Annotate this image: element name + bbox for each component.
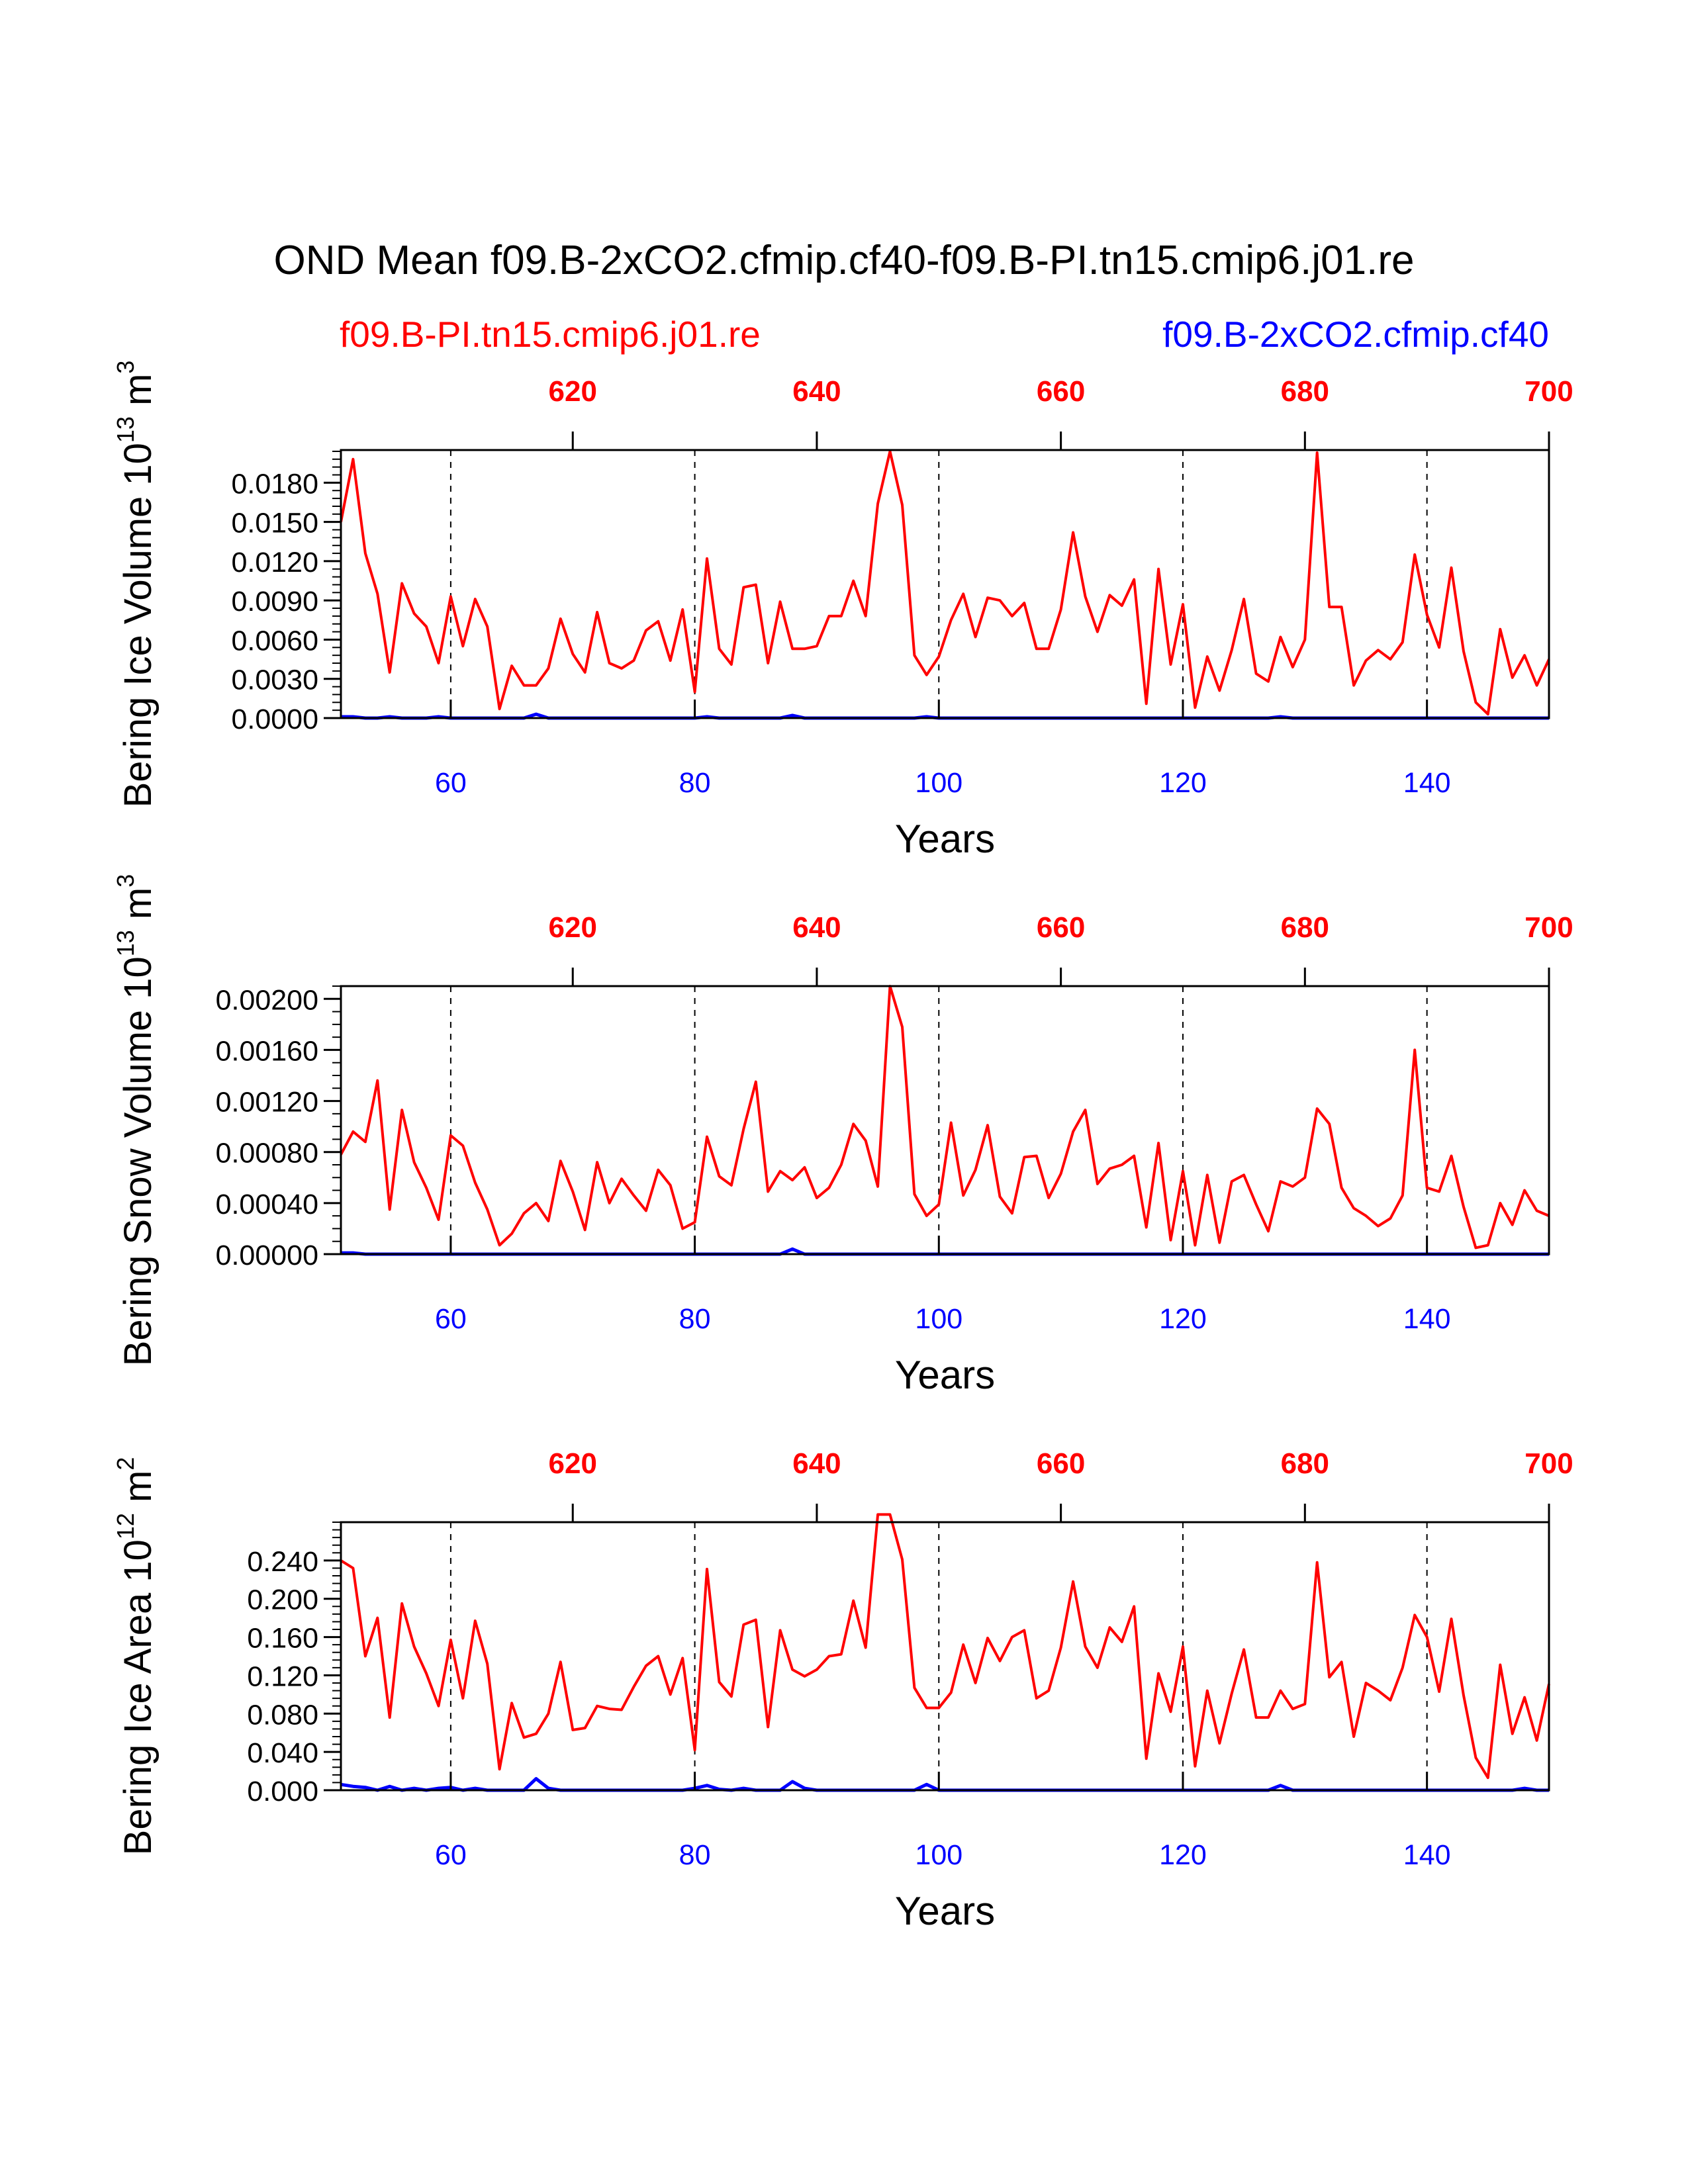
y-axis-title-part: m <box>117 374 160 416</box>
y-tick-label: 0.00000 <box>216 1240 318 1271</box>
legend-experiment-label: f09.B-2xCO2.cfmip.cf40 <box>1162 314 1549 355</box>
y-axis-title-part: Bering Ice Area 10 <box>117 1539 160 1855</box>
y-axis-title-part: 12 <box>112 1513 139 1539</box>
x-bottom-tick-label: 140 <box>1403 767 1451 799</box>
x-axis-title: Years <box>895 1353 995 1397</box>
x-top-tick-label: 620 <box>549 911 597 944</box>
x-top-tick-label: 660 <box>1037 911 1085 944</box>
series-line-control <box>340 1513 1550 1780</box>
y-axis-title: Bering Ice Area 1012 m2 <box>112 1457 160 1856</box>
y-tick-label: 0.0030 <box>231 664 318 696</box>
y-axis-title-part: Bering Ice Volume 10 <box>117 443 160 807</box>
y-axis-title-part: 2 <box>112 1457 139 1471</box>
y-tick-label: 0.160 <box>247 1623 318 1655</box>
x-top-tick-label: 680 <box>1281 1447 1329 1480</box>
panels: 0.0000 0.0030 0.0060 0.0090 0.0120 0.0150 0.01… <box>112 361 1573 1933</box>
y-tick-label: 0.080 <box>247 1699 318 1731</box>
x-bottom-tick-label: 140 <box>1403 1303 1451 1335</box>
y-tick-label: 0.00120 <box>216 1087 318 1118</box>
chart-panel-1: 0.0000 0.0030 0.0060 0.0090 0.0120 0.0150 0.01… <box>112 361 1573 861</box>
plot-frame <box>340 985 1550 1255</box>
x-top-tick-label: 700 <box>1524 911 1573 944</box>
x-bottom-tick-label: 120 <box>1159 1839 1207 1871</box>
y-tick-label: 0.040 <box>247 1737 318 1769</box>
y-tick-label: 0.00160 <box>216 1035 318 1067</box>
y-tick-label: 0.0090 <box>231 586 318 617</box>
x-top-tick-label: 640 <box>792 911 841 944</box>
x-top-tick-label: 640 <box>792 375 841 408</box>
y-axis-title-part: 13 <box>112 416 139 443</box>
y-axis-title-part: 3 <box>112 874 139 887</box>
x-bottom-tick-label: 80 <box>679 1839 711 1871</box>
y-axis-title: Bering Snow Volume 1013 m3 <box>112 874 160 1367</box>
x-top-tick-label: 620 <box>549 375 597 408</box>
y-tick-label: 0.00200 <box>216 984 318 1016</box>
y-axis-title-part: m <box>117 887 160 930</box>
x-bottom-tick-label: 120 <box>1159 1303 1207 1335</box>
x-top-tick-label: 700 <box>1524 375 1573 408</box>
plot-frame <box>340 1521 1550 1792</box>
x-axis-title: Years <box>895 817 995 861</box>
x-bottom-tick-label: 120 <box>1159 767 1207 799</box>
y-tick-label: 0.00080 <box>216 1138 318 1169</box>
y-tick-label: 0.0120 <box>231 547 318 578</box>
y-axis-title-part: 13 <box>112 930 139 956</box>
x-bottom-tick-label: 140 <box>1403 1839 1451 1871</box>
x-bottom-tick-label: 60 <box>435 1839 467 1871</box>
x-bottom-tick-label: 80 <box>679 1303 711 1335</box>
y-tick-label: 0.000 <box>247 1776 318 1807</box>
x-bottom-tick-label: 100 <box>915 1839 962 1871</box>
y-axis-title: Bering Ice Volume 1013 m3 <box>112 361 160 808</box>
chart-panel-2: 0.00000 0.00040 0.00080 0.00120 0.00160 0.002… <box>112 874 1573 1397</box>
series-line-control <box>340 450 1550 716</box>
x-bottom-tick-label: 60 <box>435 767 467 799</box>
y-axis-title-part: Bering Snow Volume 10 <box>117 956 160 1366</box>
plot-frame <box>340 449 1550 719</box>
x-bottom-tick-label: 100 <box>915 1303 962 1335</box>
x-bottom-tick-label: 60 <box>435 1303 467 1335</box>
y-tick-label: 0.0180 <box>231 468 318 500</box>
x-axis-title: Years <box>895 1889 995 1933</box>
x-bottom-tick-label: 80 <box>679 767 711 799</box>
series-line-experiment <box>340 1777 1549 1792</box>
legend-control-label: f09.B-PI.tn15.cmip6.j01.re <box>340 314 761 355</box>
y-tick-label: 0.200 <box>247 1584 318 1616</box>
y-tick-label: 0.0000 <box>231 704 318 735</box>
x-top-tick-label: 700 <box>1524 1447 1573 1480</box>
x-top-tick-label: 680 <box>1281 375 1329 408</box>
chart-panel-3: 0.000 0.040 0.080 0.120 0.160 0.200 0.240 60 80 1… <box>112 1447 1573 1933</box>
x-top-tick-label: 680 <box>1281 911 1329 944</box>
y-tick-label: 0.0150 <box>231 508 318 539</box>
y-tick-label: 0.240 <box>247 1546 318 1578</box>
x-top-tick-label: 660 <box>1037 1447 1085 1480</box>
y-tick-label: 0.00040 <box>216 1189 318 1220</box>
y-tick-label: 0.120 <box>247 1661 318 1692</box>
y-axis-title-part: 3 <box>112 361 139 374</box>
y-tick-label: 0.0060 <box>231 625 318 657</box>
x-bottom-tick-label: 100 <box>915 767 962 799</box>
figure-title: OND Mean f09.B-2xCO2.cfmip.cf40-f09.B-PI… <box>274 238 1415 283</box>
series-line-control <box>340 985 1550 1250</box>
x-top-tick-label: 620 <box>549 1447 597 1480</box>
x-top-tick-label: 640 <box>792 1447 841 1480</box>
x-top-tick-label: 660 <box>1037 375 1085 408</box>
y-axis-title-part: m <box>117 1471 160 1513</box>
